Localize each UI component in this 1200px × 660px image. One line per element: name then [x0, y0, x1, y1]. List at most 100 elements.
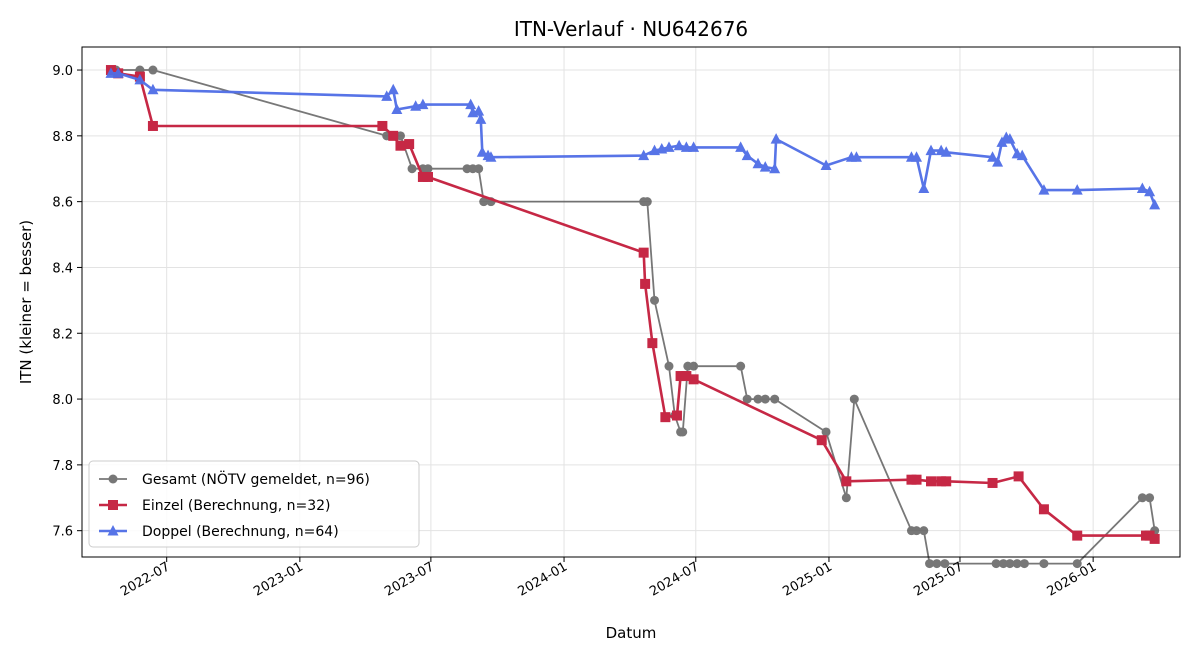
- point-einzel: [816, 435, 827, 446]
- point-einzel: [671, 410, 682, 421]
- legend-marker: [108, 474, 118, 484]
- legend-item-doppel: [99, 525, 127, 536]
- point-doppel: [147, 83, 159, 95]
- point-doppel: [752, 157, 764, 169]
- point-gesamt: [753, 394, 763, 404]
- point-gesamt: [998, 559, 1008, 569]
- point-doppel: [1071, 184, 1083, 195]
- point-gesamt: [919, 526, 929, 536]
- point-einzel: [395, 140, 406, 151]
- point-gesamt: [1019, 559, 1029, 569]
- point-gesamt: [689, 361, 699, 371]
- point-doppel: [485, 151, 497, 162]
- point-doppel: [987, 151, 999, 162]
- point-gesamt: [841, 493, 851, 503]
- point-gesamt: [1012, 559, 1022, 569]
- plot-frame: [81, 46, 1181, 558]
- point-gesamt: [1039, 559, 1049, 569]
- point-doppel: [465, 98, 477, 110]
- point-gesamt: [932, 559, 942, 569]
- y-tick-label: 8.4: [52, 261, 73, 276]
- point-einzel: [911, 474, 922, 485]
- point-einzel: [1038, 504, 1049, 515]
- y-tick-label: 7.8: [52, 459, 73, 474]
- point-gesamt: [849, 394, 859, 404]
- legend-marker: [108, 500, 118, 510]
- point-einzel: [404, 139, 415, 150]
- point-gesamt: [1145, 493, 1155, 503]
- point-gesamt: [925, 559, 935, 569]
- y-tick-label: 7.6: [52, 525, 73, 540]
- point-einzel: [377, 120, 388, 131]
- point-gesamt: [650, 295, 660, 305]
- point-einzel: [926, 476, 937, 487]
- point-doppel: [473, 105, 485, 116]
- y-tick-label: 8.6: [52, 196, 73, 211]
- point-einzel: [841, 476, 852, 487]
- point-doppel: [770, 133, 782, 144]
- point-gesamt: [1137, 493, 1147, 503]
- point-doppel: [940, 146, 952, 157]
- point-doppel: [391, 103, 403, 115]
- point-gesamt: [148, 65, 158, 75]
- y-tick-label: 8.2: [52, 327, 73, 342]
- point-doppel: [741, 149, 753, 161]
- point-einzel: [422, 171, 433, 182]
- series-doppel: [105, 67, 1161, 210]
- point-doppel: [387, 83, 399, 95]
- point-doppel: [105, 67, 117, 78]
- y-tick-label: 9.0: [52, 64, 73, 79]
- point-doppel: [134, 73, 146, 85]
- point-gesamt: [423, 164, 433, 174]
- point-gesamt: [474, 164, 484, 174]
- legend-marker: [107, 525, 119, 536]
- point-gesamt: [642, 197, 652, 207]
- point-einzel: [906, 474, 917, 485]
- point-doppel: [1144, 185, 1156, 197]
- point-gesamt: [770, 394, 780, 404]
- point-doppel: [769, 162, 781, 174]
- point-einzel: [688, 374, 699, 385]
- point-einzel: [640, 278, 651, 289]
- y-tick-label: 8.8: [52, 130, 73, 145]
- point-doppel: [476, 146, 488, 157]
- point-doppel: [1149, 198, 1161, 210]
- point-gesamt: [742, 394, 752, 404]
- y-axis-label: ITN (kleiner = besser): [17, 220, 35, 384]
- point-gesamt: [991, 559, 1001, 569]
- x-axis-label: Datum: [606, 624, 657, 642]
- point-doppel: [918, 182, 930, 193]
- point-doppel: [925, 144, 937, 156]
- point-doppel: [1016, 149, 1028, 161]
- legend: Gesamt (NÖTV gemeldet, n=96) Einzel (Bere…: [88, 460, 420, 548]
- legend-item-gesamt: [99, 474, 127, 484]
- legend-item-einzel: [99, 500, 127, 510]
- legend-label: Gesamt (NÖTV gemeldet, n=96): [142, 470, 370, 488]
- point-doppel: [820, 159, 832, 170]
- point-gesamt: [760, 394, 770, 404]
- point-einzel: [675, 371, 686, 382]
- point-doppel: [688, 141, 700, 152]
- legend-box: [88, 460, 420, 548]
- point-gesamt: [912, 526, 922, 536]
- point-doppel: [1136, 182, 1148, 193]
- point-einzel: [1013, 471, 1024, 482]
- point-einzel: [987, 477, 998, 488]
- point-doppel: [735, 141, 747, 152]
- legend-label: Einzel (Berechnung, n=32): [142, 498, 331, 514]
- series-einzel: [105, 65, 1160, 544]
- point-doppel: [759, 161, 771, 172]
- point-doppel: [663, 141, 675, 152]
- point-doppel: [992, 156, 1004, 167]
- point-einzel: [647, 338, 658, 349]
- point-einzel: [660, 412, 671, 423]
- point-doppel: [850, 151, 862, 162]
- point-gesamt: [736, 361, 746, 371]
- point-einzel: [1144, 530, 1155, 541]
- point-doppel: [1038, 184, 1050, 195]
- point-einzel: [681, 371, 692, 382]
- point-doppel: [1004, 133, 1016, 144]
- point-gesamt: [407, 164, 417, 174]
